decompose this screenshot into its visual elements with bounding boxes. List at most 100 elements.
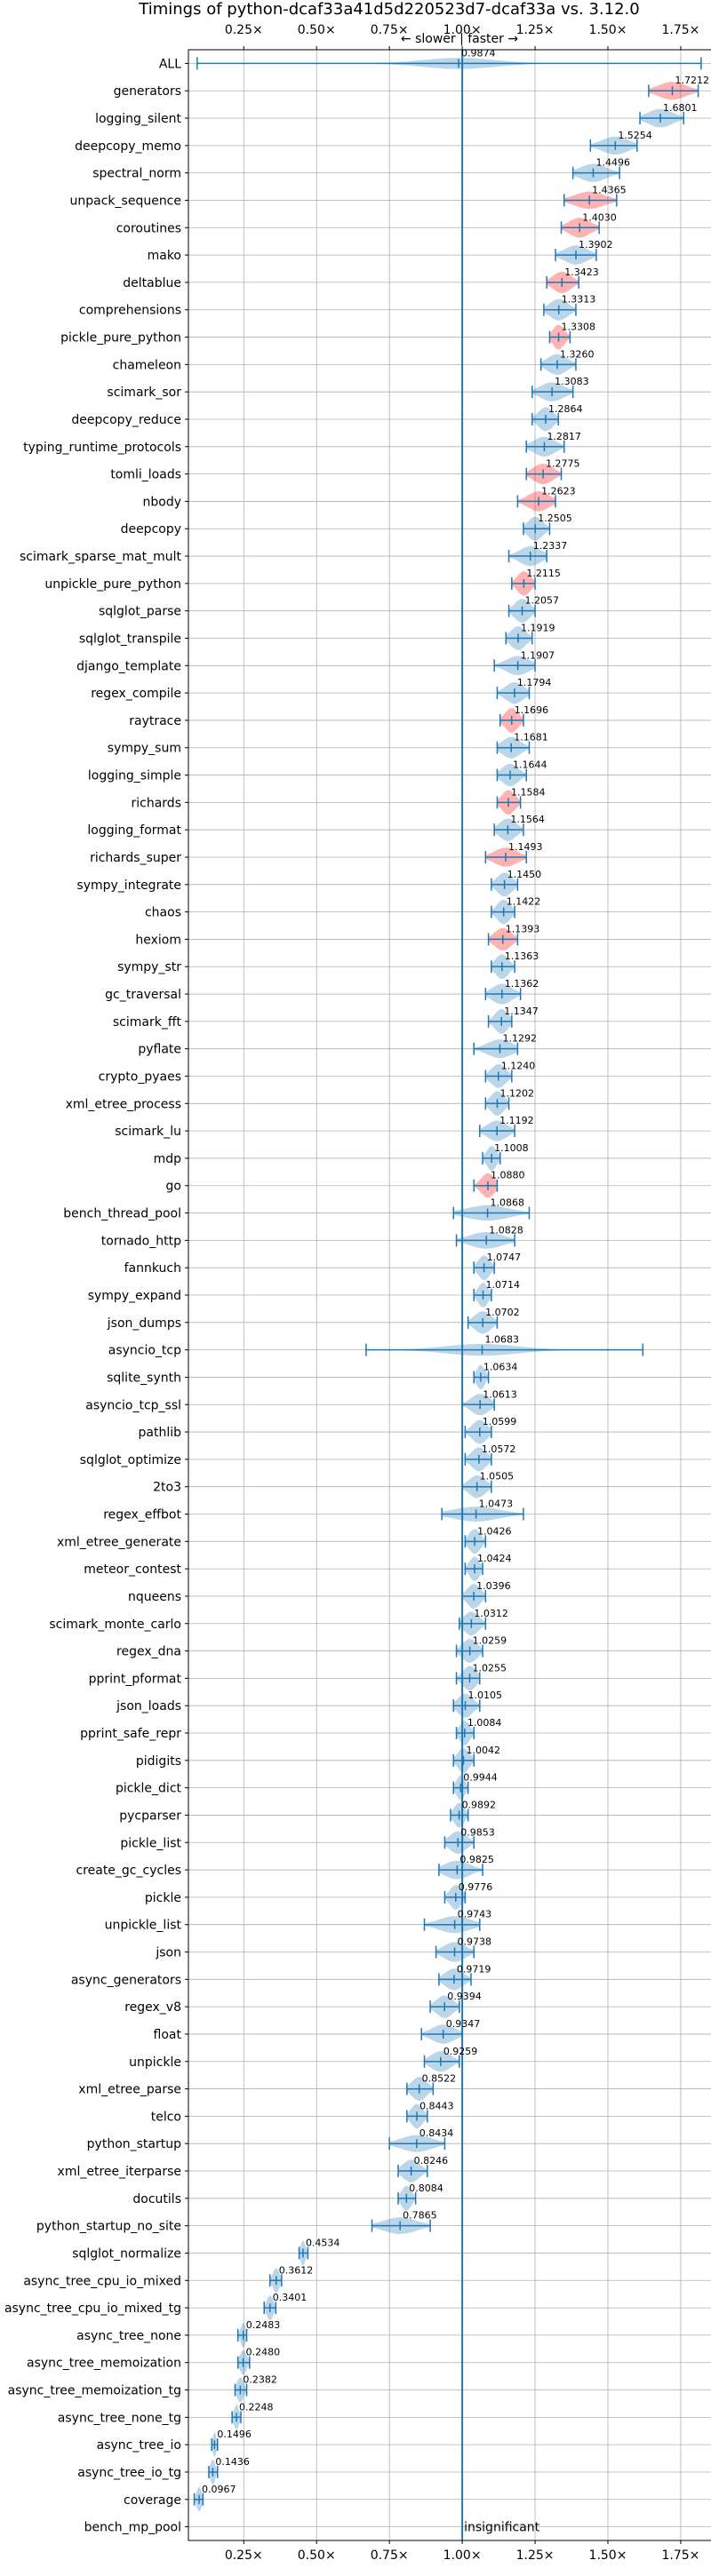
value-labels: 0.9874 1.7212 1.6801 1.5254 1.4496 1.4365 1.40…	[202, 47, 709, 2534]
value-label: 0.9719	[457, 1963, 491, 1975]
value-label: 0.7865	[403, 2210, 437, 2222]
x-tick-labels: 0.25× 0.25× 0.50× 0.50× 0.75× 0.75× 1.00× 1.00×…	[225, 23, 700, 2563]
value-label: 1.1347	[504, 1006, 539, 1017]
value-label: 1.0683	[484, 1334, 519, 1346]
category-label: unpickle_pure_python	[44, 577, 181, 592]
category-label: asyncio_tcp	[108, 1344, 181, 1358]
category-label: create_gc_cycles	[76, 1864, 181, 1878]
category-labels: ALL generators logging_silent deepcopy_memo…	[4, 57, 188, 2535]
category-label: pyflate	[138, 1043, 181, 1057]
value-label: 1.2115	[526, 568, 561, 579]
category-label: bench_mp_pool	[84, 2521, 181, 2535]
value-label: 0.9347	[446, 2018, 481, 2030]
value-label: 1.2817	[547, 431, 581, 442]
category-label: float	[154, 2028, 182, 2042]
category-label: asyncio_tcp_ssl	[85, 1398, 181, 1412]
value-label: 1.0868	[491, 1197, 525, 1209]
category-label: scimark_lu	[115, 1125, 181, 1139]
value-label: 1.1696	[515, 704, 549, 716]
value-label: 1.1362	[505, 978, 539, 990]
category-label: generators	[114, 84, 181, 99]
value-label: 1.3260	[560, 348, 595, 360]
chart-title: Timings of python-dcaf33a41d5d220523d7-d…	[138, 0, 639, 19]
value-label: 1.1584	[511, 786, 546, 798]
category-label: coverage	[124, 2493, 181, 2508]
value-label: 1.0105	[468, 1690, 503, 1701]
value-label: 1.0424	[477, 1553, 512, 1564]
category-label: logging_silent	[95, 112, 181, 126]
category-label: nqueens	[128, 1590, 181, 1604]
category-label: async_tree_io_tg	[77, 2466, 181, 2480]
category-label: pprint_safe_repr	[80, 1727, 181, 1741]
value-label: 1.0042	[466, 1745, 500, 1756]
value-label: 0.9738	[458, 1936, 492, 1948]
category-label: async_tree_cpu_io_mixed_tg	[4, 2302, 181, 2316]
category-label: json_loads	[116, 1699, 181, 1713]
value-label: 1.1919	[521, 622, 555, 633]
category-label: gc_traversal	[105, 988, 181, 1002]
value-label: 1.0702	[485, 1307, 520, 1318]
category-label: sympy_expand	[88, 1289, 181, 1303]
value-label: 0.2382	[243, 2374, 277, 2386]
category-label: python_startup	[87, 2137, 181, 2151]
value-label: 1.1450	[507, 869, 542, 880]
category-label: typing_runtime_protocols	[23, 441, 181, 455]
category-label: async_tree_memoization_tg	[8, 2384, 181, 2398]
x-tick-label-bottom: 1.75×	[661, 2548, 699, 2563]
value-label: 0.3401	[273, 2292, 308, 2303]
category-label: async_tree_none_tg	[58, 2411, 181, 2425]
value-label: 1.2057	[525, 595, 560, 607]
value-label: 1.1192	[499, 1115, 534, 1126]
value-label: 1.0880	[491, 1170, 525, 1181]
category-label: fannkuch	[124, 1261, 181, 1276]
direction-label: ← slower | faster →	[401, 32, 518, 46]
category-label: sympy_integrate	[76, 879, 181, 893]
value-label: 1.1907	[521, 649, 555, 661]
category-label: logging_simple	[88, 769, 181, 783]
value-label: 1.0828	[489, 1224, 523, 1236]
category-label: mako	[148, 249, 181, 263]
category-label: richards_super	[90, 851, 181, 865]
category-label: raytrace	[129, 714, 181, 728]
category-label: bench_thread_pool	[63, 1207, 181, 1221]
gridlines	[188, 50, 711, 2540]
category-label: deepcopy	[121, 522, 181, 537]
value-label: 0.8434	[419, 2127, 454, 2139]
value-label: 1.0613	[483, 1388, 517, 1400]
category-label: sympy_str	[117, 960, 181, 974]
x-tick-label-top: 1.00×	[443, 23, 482, 37]
value-label: 0.9874	[461, 47, 496, 59]
category-label: hexiom	[135, 933, 181, 947]
value-label: 0.8443	[419, 2100, 454, 2111]
value-label: 0.3612	[279, 2264, 314, 2276]
value-label: 0.2248	[239, 2401, 274, 2413]
value-label: 0.8246	[414, 2155, 449, 2167]
category-label: sqlite_synth	[107, 1371, 181, 1385]
value-label: 1.3423	[564, 266, 599, 278]
category-label: regex_compile	[91, 687, 181, 701]
value-label: 1.0505	[480, 1471, 515, 1483]
x-tick-label-top: 0.25×	[225, 23, 263, 37]
value-label: 0.0967	[202, 2484, 236, 2495]
category-label: pycparser	[119, 1809, 181, 1823]
category-label: regex_v8	[124, 2000, 181, 2015]
value-label: 1.4496	[595, 157, 630, 169]
value-label: 1.5254	[618, 130, 652, 141]
value-label: 0.9944	[463, 1772, 498, 1784]
category-label: coroutines	[116, 221, 181, 235]
value-label: 1.0747	[487, 1252, 522, 1263]
value-label: 0.2480	[246, 2347, 281, 2358]
value-label: 0.9892	[462, 1799, 497, 1810]
value-label: 0.9825	[459, 1854, 494, 1865]
x-tick-label-top: 0.50×	[298, 23, 336, 37]
value-label: 1.2775	[546, 458, 580, 470]
category-label: richards	[132, 796, 182, 810]
value-label: 1.0426	[477, 1525, 512, 1537]
value-label: 1.0473	[479, 1499, 514, 1510]
value-label: 1.3313	[562, 294, 596, 306]
category-label: async_tree_none	[76, 2329, 181, 2343]
category-label: xml_etree_generate	[57, 1535, 181, 1549]
value-label: 1.1008	[494, 1142, 529, 1154]
value-label: 1.1794	[517, 677, 552, 688]
